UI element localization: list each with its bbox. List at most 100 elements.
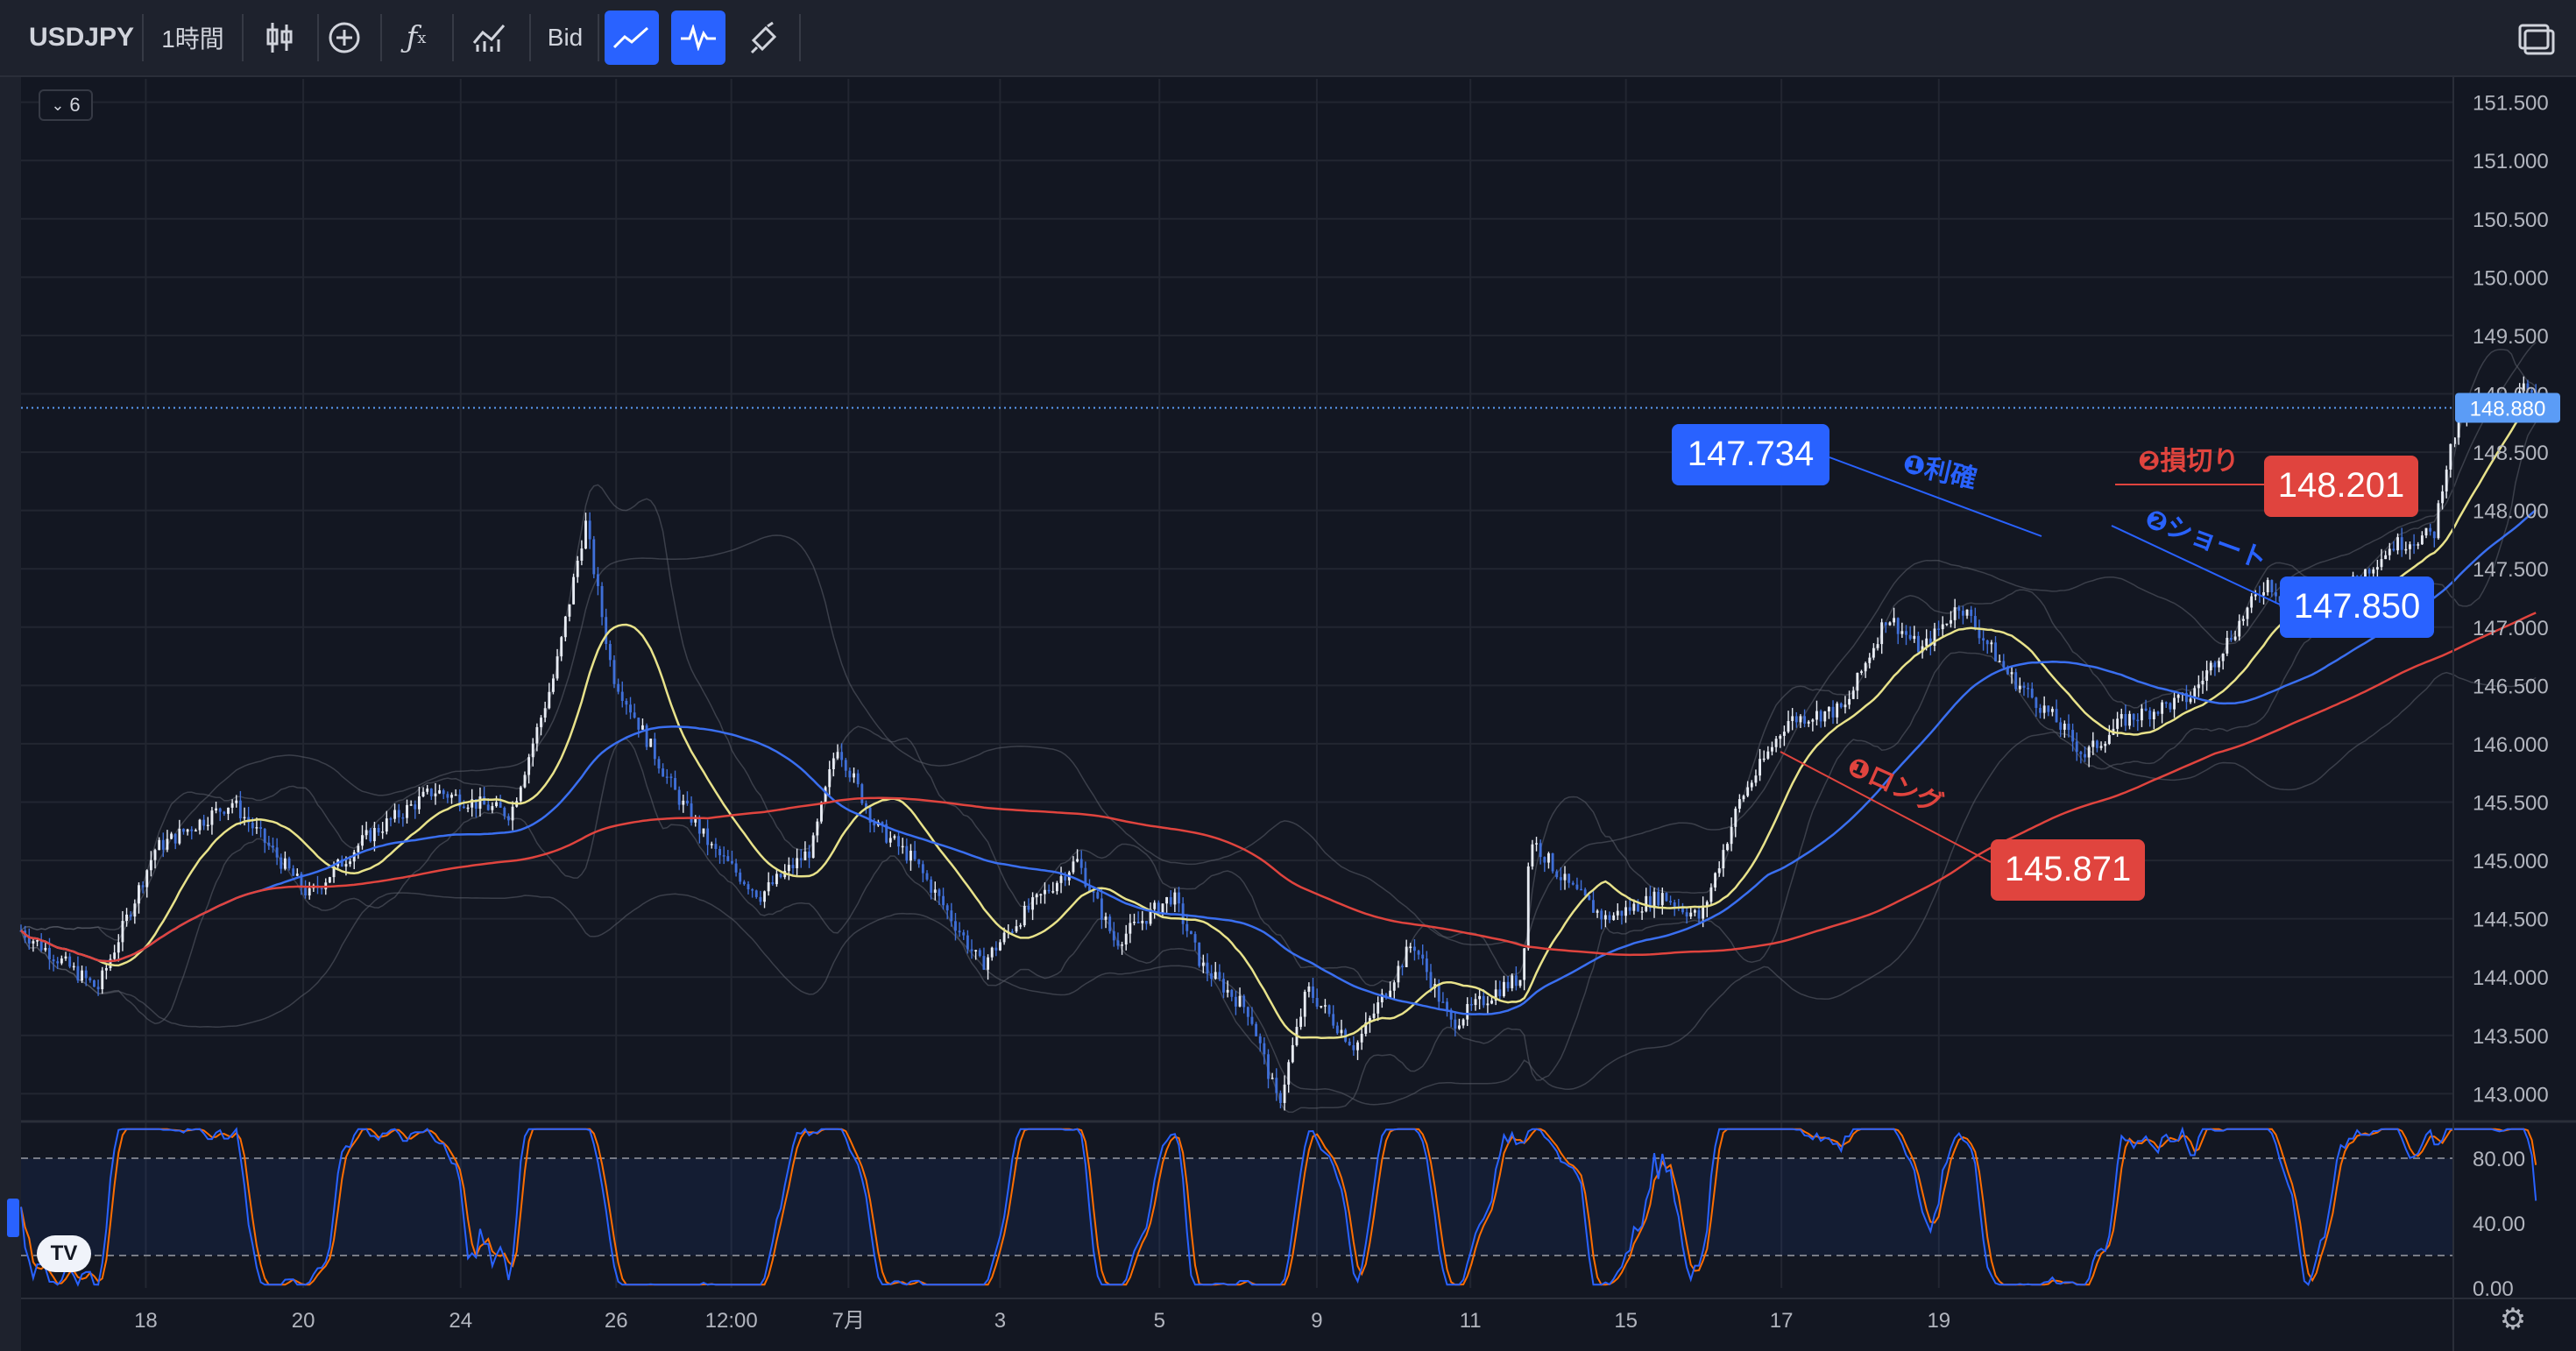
candle-body [1657, 891, 1660, 906]
toolbar-separator [452, 14, 454, 61]
line-icon[interactable] [605, 11, 659, 65]
candle-body [779, 874, 782, 878]
candle-body [442, 790, 445, 795]
candle-body [60, 958, 63, 964]
candle-body [1551, 853, 1554, 872]
candle-body [925, 873, 929, 880]
candle-body [811, 835, 815, 859]
candle-body [88, 978, 92, 980]
candle-body [1490, 1001, 1493, 1004]
candle-body [620, 691, 624, 701]
candle-body [747, 884, 750, 890]
candle-body [1116, 940, 1120, 946]
candle-body [2388, 548, 2391, 555]
candle-body [832, 758, 835, 770]
candle-body [133, 903, 137, 917]
price-type-button[interactable]: Bid [547, 24, 584, 51]
symbol-button[interactable]: USDJPY [28, 23, 135, 52]
candle-body [1782, 732, 1786, 736]
candles-icon[interactable] [254, 11, 305, 65]
candle-body [1900, 631, 1904, 634]
candle-body [1133, 922, 1136, 923]
candle-body [686, 800, 689, 804]
candle-body [511, 806, 514, 821]
candle-body [2164, 702, 2168, 704]
candle-body [1628, 907, 1631, 911]
candle-body [1860, 671, 1863, 673]
candle-body [369, 830, 372, 842]
interval-button[interactable]: 1時間 [161, 25, 224, 53]
candle-body [287, 858, 291, 869]
candle-body [629, 704, 632, 713]
current-price-label: 148.880 [2470, 397, 2546, 421]
oscillator-icon[interactable] [671, 11, 725, 65]
candle-body [1035, 894, 1038, 898]
collapse-indicators-button[interactable]: ⌄ 6 [39, 89, 93, 121]
candle-body [2014, 672, 2018, 690]
price-tick-label: 144.500 [2473, 909, 2549, 932]
candle-body [665, 776, 669, 778]
candle-body [1267, 1054, 1270, 1079]
screenshot-icon[interactable] [2509, 11, 2564, 65]
plus-circle-icon[interactable] [319, 11, 370, 65]
candle-body [1441, 1001, 1445, 1003]
candle-body [138, 885, 140, 904]
candle-body [2230, 637, 2233, 640]
candle-body [2099, 746, 2103, 748]
price-tick-label: 146.000 [2473, 733, 2549, 757]
candle-body [645, 725, 648, 747]
candle-body [2246, 607, 2249, 619]
oscillator-level-label: 80.00 [2473, 1148, 2525, 1171]
candle-body [1588, 895, 1591, 901]
candle-body [1178, 892, 1180, 904]
candle-body [1157, 902, 1160, 915]
candle-body [2071, 730, 2075, 742]
candle-body [2275, 591, 2277, 597]
candle-body [506, 816, 510, 821]
scroll-handle[interactable] [7, 1199, 19, 1237]
candle-body [1258, 1036, 1262, 1043]
candle-body [848, 770, 852, 778]
candle-body [283, 858, 287, 869]
candle-body [893, 836, 896, 838]
candle-body [2193, 688, 2197, 699]
candle-body [2120, 713, 2123, 719]
candle-body [328, 877, 331, 883]
bollinger-upper [20, 342, 2537, 946]
candle-body [499, 802, 502, 808]
indicators-icon[interactable] [464, 11, 515, 65]
candle-body [129, 914, 132, 917]
candle-body [612, 660, 616, 684]
candle-body [385, 818, 388, 832]
brush-icon[interactable] [738, 11, 792, 65]
annotation-line [2111, 525, 2281, 605]
candle-body [1250, 1016, 1254, 1024]
candle-body [718, 848, 721, 856]
settings-gear-icon[interactable]: ⚙ [2499, 1303, 2527, 1336]
candle-body [1405, 946, 1408, 967]
candle-body [101, 970, 104, 990]
candle-body [1941, 624, 1944, 630]
candle-body [1417, 951, 1420, 955]
candle-body [1864, 662, 1867, 672]
price-tick-label: 151.000 [2473, 150, 2549, 173]
candle-body [1844, 704, 1847, 708]
candle-body [690, 803, 693, 823]
candle-body [377, 828, 380, 833]
candle-body [1819, 711, 1822, 722]
candle-body [2050, 709, 2054, 712]
candle-body [1193, 934, 1197, 943]
current-price-tag [2455, 393, 2560, 423]
candle-body [1961, 611, 1964, 616]
candle-body [263, 828, 266, 843]
candle-body [2238, 620, 2241, 637]
candle-body [2169, 703, 2172, 710]
candle-body [2270, 580, 2274, 592]
candle-body [1149, 909, 1152, 924]
candle-body [1750, 782, 1753, 788]
candle-body [1185, 923, 1189, 931]
candle-body [2445, 470, 2448, 492]
candle-body [76, 966, 80, 981]
